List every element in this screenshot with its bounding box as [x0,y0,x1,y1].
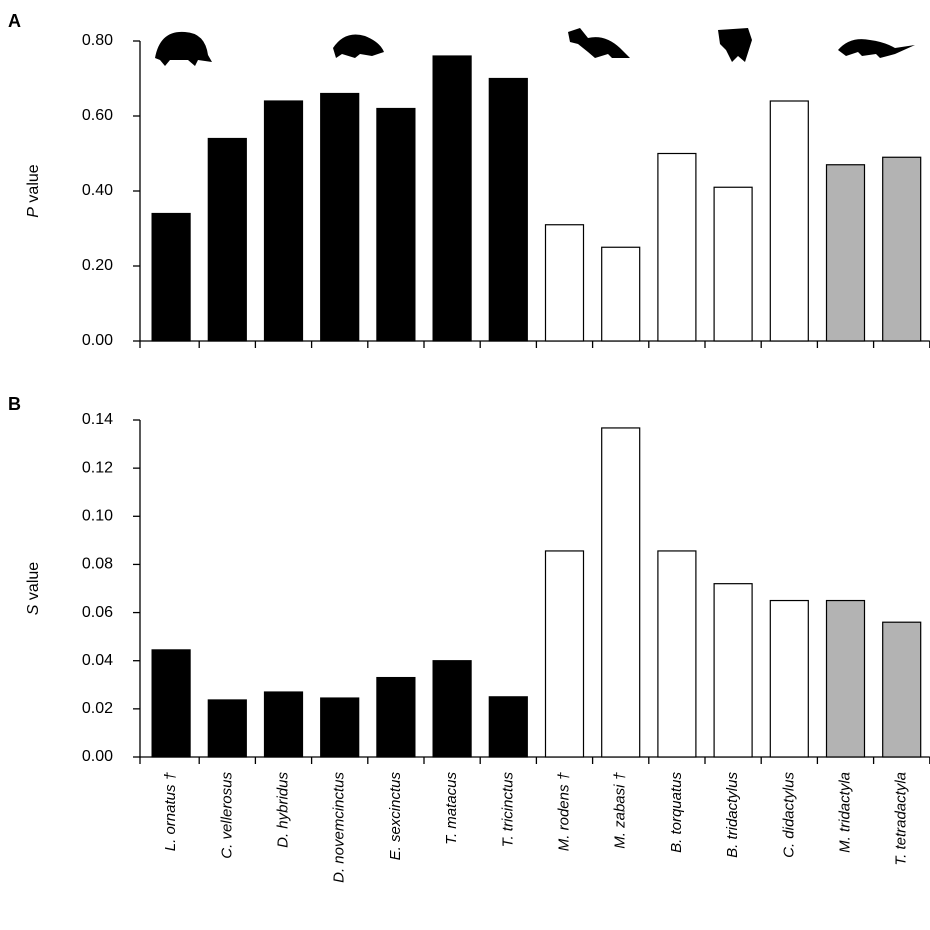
silhouettes [155,28,915,66]
y-tick-label: 0.14 [82,411,113,428]
bar [376,676,416,758]
anteater-icon [838,39,915,58]
panel-letter: A [8,11,21,31]
bar [488,696,528,758]
bar [151,212,191,342]
x-tick-label: M. zabasi † [612,771,629,848]
x-tick-label: C. vellerosus [218,772,235,859]
armadillo-icon [333,34,384,58]
bar [825,164,866,342]
y-tick-label: 0.02 [82,700,113,717]
bar [769,100,809,342]
y-axis-label-rest: value [25,164,42,207]
x-tick-label: B. tridactylus [724,772,741,858]
x-tick-label: B. torquatus [668,772,685,853]
bar [207,699,247,758]
y-tick-label: 0.40 [82,182,113,199]
y-tick-label: 0.10 [82,508,113,525]
bar [713,583,753,758]
x-tick-label: T. tricinctus [499,772,516,848]
bar [825,599,866,758]
y-axis-label-rest: value [25,562,42,605]
sloth-icon [718,28,752,62]
y-tick-label: 0.12 [82,459,113,476]
y-tick-label: 0.60 [82,107,113,124]
x-tick-label: L. ornatus † [162,771,179,851]
y-axis-label-italic: S [25,604,42,615]
bar [376,107,416,342]
y-tick-label: 0.00 [82,332,113,349]
bar [320,92,360,342]
x-tick-label: C. didactylus [780,772,797,858]
bar [151,649,191,758]
armadillo-icon [155,31,212,66]
bar [657,152,697,342]
x-tick-label: T. matacus [443,772,460,845]
bar [544,550,585,758]
x-tick-label: D. hybridus [274,772,291,848]
bar [432,660,472,758]
bar [601,427,641,758]
bar [263,100,304,342]
bar [544,224,585,342]
x-tick-label: M. rodens † [555,771,572,851]
y-axis-label: S value [25,562,42,615]
bar [432,55,472,342]
bar [263,691,304,758]
y-tick-label: 0.04 [82,652,113,669]
ground-sloth-icon [568,28,630,58]
y-tick-label: 0.00 [82,748,113,765]
bar [657,550,697,758]
bar [320,697,360,758]
y-axis-label: P value [25,164,42,217]
bar [882,156,922,342]
bar [488,77,528,342]
bar [713,186,753,342]
y-tick-label: 0.08 [82,556,113,573]
y-tick-label: 0.20 [82,257,113,274]
bar [769,599,809,758]
x-tick-label: D. novemcinctus [331,772,348,883]
bar [882,621,922,758]
y-axis-label-italic: P [25,207,42,218]
panel-letter: B [8,394,21,414]
y-tick-label: 0.06 [82,604,113,621]
y-tick-label: 0.80 [82,32,113,49]
x-tick-label: M. tridactyla [836,772,853,853]
x-tick-label: T. tetradactyla [893,772,910,866]
bar [207,137,247,342]
bar [601,246,641,342]
x-tick-label: E. sexcinctus [387,772,404,861]
